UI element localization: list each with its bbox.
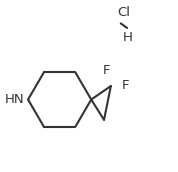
Text: F: F [103, 64, 110, 77]
Text: HN: HN [5, 93, 25, 106]
Text: F: F [122, 79, 129, 92]
Text: Cl: Cl [118, 6, 131, 19]
Text: H: H [123, 31, 133, 44]
